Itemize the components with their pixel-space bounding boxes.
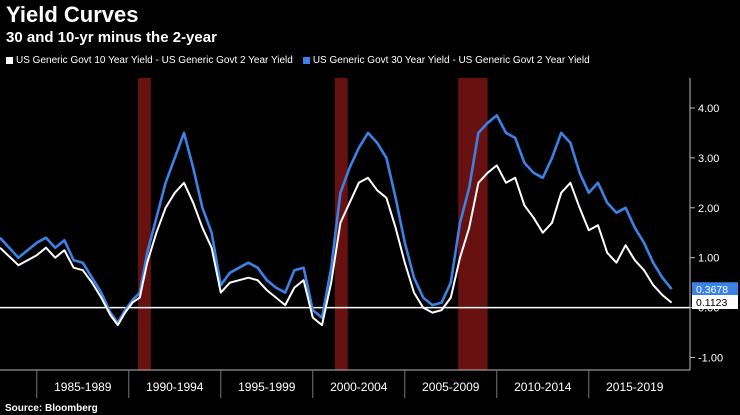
x-tick-label-4: 2005-2009	[422, 380, 480, 394]
x-tick-label-2: 1995-1999	[238, 380, 296, 394]
series-line-30yr	[0, 114, 673, 324]
y-tick-label-5: -1.00	[698, 353, 723, 365]
recession-band-0	[138, 78, 151, 370]
last-value-30yr-bg	[692, 282, 738, 297]
recession-band-2	[458, 78, 488, 370]
legend-swatch-10yr	[6, 57, 13, 64]
x-tick-label-6: 2015-2019	[606, 380, 664, 394]
legend-label-30yr: US Generic Govt 30 Year Yield - US Gener…	[312, 55, 590, 66]
legend: US Generic Govt 10 Year Yield - US Gener…	[6, 55, 590, 66]
last-value-10yr-bg	[692, 295, 738, 310]
y-tick-label-0: 4.00	[698, 103, 719, 115]
y-tick-label-3: 1.00	[698, 253, 719, 265]
source-note: Source: Bloomberg	[5, 403, 98, 414]
legend-swatch-30yr	[302, 57, 310, 64]
legend-label-10yr: US Generic Govt 10 Year Yield - US Gener…	[16, 55, 293, 66]
last-value-10yr: 0.1123	[696, 297, 727, 309]
chart-title: Yield Curves	[6, 2, 139, 27]
last-value-30yr: 0.3678	[696, 284, 728, 296]
x-tick-label-1: 1990-1994	[146, 380, 204, 394]
chart-subtitle: 30 and 10-yr minus the 2-year	[6, 29, 217, 46]
series-line-10yr	[0, 164, 673, 327]
y-tick-label-2: 2.00	[698, 203, 719, 215]
x-tick-label-3: 2000-2004	[330, 380, 388, 394]
x-tick-label-0: 1985-1989	[54, 380, 112, 394]
x-tick-label-5: 2010-2014	[514, 380, 572, 394]
y-tick-label-1: 3.00	[698, 153, 719, 165]
legend-item-30yr: US Generic Govt 30 Year Yield - US Gener…	[302, 55, 590, 66]
recession-band-1	[334, 78, 348, 370]
legend-item-10yr: US Generic Govt 10 Year Yield - US Gener…	[6, 55, 293, 66]
